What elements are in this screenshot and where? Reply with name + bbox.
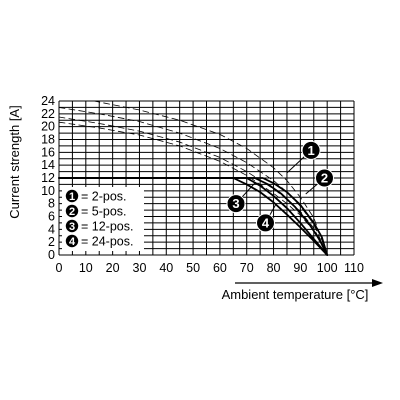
annotation-badge-4 bbox=[256, 213, 275, 233]
annotation-number: 2 bbox=[321, 171, 328, 186]
x-tick-label: 30 bbox=[133, 261, 147, 275]
y-tick-label: 12 bbox=[41, 171, 55, 185]
y-tick-label: 20 bbox=[41, 120, 55, 134]
x-tick-label: 0 bbox=[56, 261, 63, 275]
legend-badge-3 bbox=[65, 219, 79, 233]
legend-badge-2 bbox=[65, 204, 79, 218]
series-1-dashed-line bbox=[93, 100, 328, 256]
x-tick-label: 20 bbox=[106, 261, 120, 275]
legend-badge-number: 3 bbox=[69, 221, 75, 233]
x-axis-arrow bbox=[235, 279, 383, 287]
y-tick-label: 14 bbox=[41, 158, 55, 172]
annotation-number: 3 bbox=[232, 196, 239, 211]
y-tick-label: 24 bbox=[41, 94, 55, 108]
annotation-number: 1 bbox=[307, 143, 314, 158]
y-tick-label: 18 bbox=[41, 133, 55, 147]
x-tick-label: 40 bbox=[159, 261, 173, 275]
legend-label: = 5-pos. bbox=[81, 205, 127, 219]
y-tick-label: 10 bbox=[41, 184, 55, 198]
y-axis-title: Current strength [A] bbox=[7, 105, 22, 218]
series-2-dashed-line bbox=[58, 107, 328, 256]
x-axis-title: Ambient temperature [°C] bbox=[222, 287, 369, 302]
series-3-dashed-line bbox=[58, 116, 328, 256]
legend-label: = 24-pos. bbox=[81, 235, 133, 249]
y-tick-label: 22 bbox=[41, 107, 55, 121]
x-tick-label: 70 bbox=[240, 261, 254, 275]
series-2-solid-line bbox=[58, 177, 329, 256]
y-tick-label: 16 bbox=[41, 145, 55, 159]
x-tick-label: 50 bbox=[186, 261, 200, 275]
annotation-badge-2 bbox=[315, 168, 334, 188]
annotation-badge-1 bbox=[301, 140, 321, 160]
y-tick-label: 0 bbox=[48, 248, 55, 262]
legend-label: = 12-pos. bbox=[81, 220, 133, 234]
legend-badge-number: 2 bbox=[69, 206, 75, 218]
y-tick-label: 4 bbox=[48, 222, 55, 236]
x-tick-label: 60 bbox=[213, 261, 227, 275]
y-tick-label: 6 bbox=[48, 210, 55, 224]
x-tick-label: 10 bbox=[79, 261, 93, 275]
legend-badge-number: 1 bbox=[69, 191, 75, 203]
x-tick-label: 90 bbox=[293, 261, 307, 275]
annotations: 12 3 4 bbox=[226, 140, 334, 233]
legend-badge-4 bbox=[65, 234, 79, 248]
legend-badge-number: 4 bbox=[69, 236, 76, 248]
series-4-dashed-line bbox=[58, 121, 328, 256]
y-tick-label: 8 bbox=[48, 197, 55, 211]
series-4-solid-line bbox=[58, 177, 329, 256]
x-axis-ticks: 0 10 20 30 40 50 60 70 80 90 100 110 bbox=[56, 261, 364, 275]
series-3-solid-line bbox=[58, 177, 329, 256]
annotation-badge-3 bbox=[226, 194, 246, 214]
y-tick-label: 2 bbox=[48, 235, 55, 249]
annotation-number: 4 bbox=[262, 215, 270, 230]
series-group bbox=[58, 100, 329, 256]
legend-badge-1 bbox=[65, 189, 79, 203]
x-tick-label: 80 bbox=[267, 261, 281, 275]
series-1-solid-line bbox=[58, 177, 329, 256]
legend-label: = 2-pos. bbox=[81, 190, 127, 204]
x-tick-label: 110 bbox=[344, 261, 364, 275]
legend: 1 = 2-pos. 2 = 5-pos. 3 = 12-pos. 4 = 24-pos. bbox=[62, 187, 144, 251]
x-tick-label: 100 bbox=[317, 261, 338, 275]
